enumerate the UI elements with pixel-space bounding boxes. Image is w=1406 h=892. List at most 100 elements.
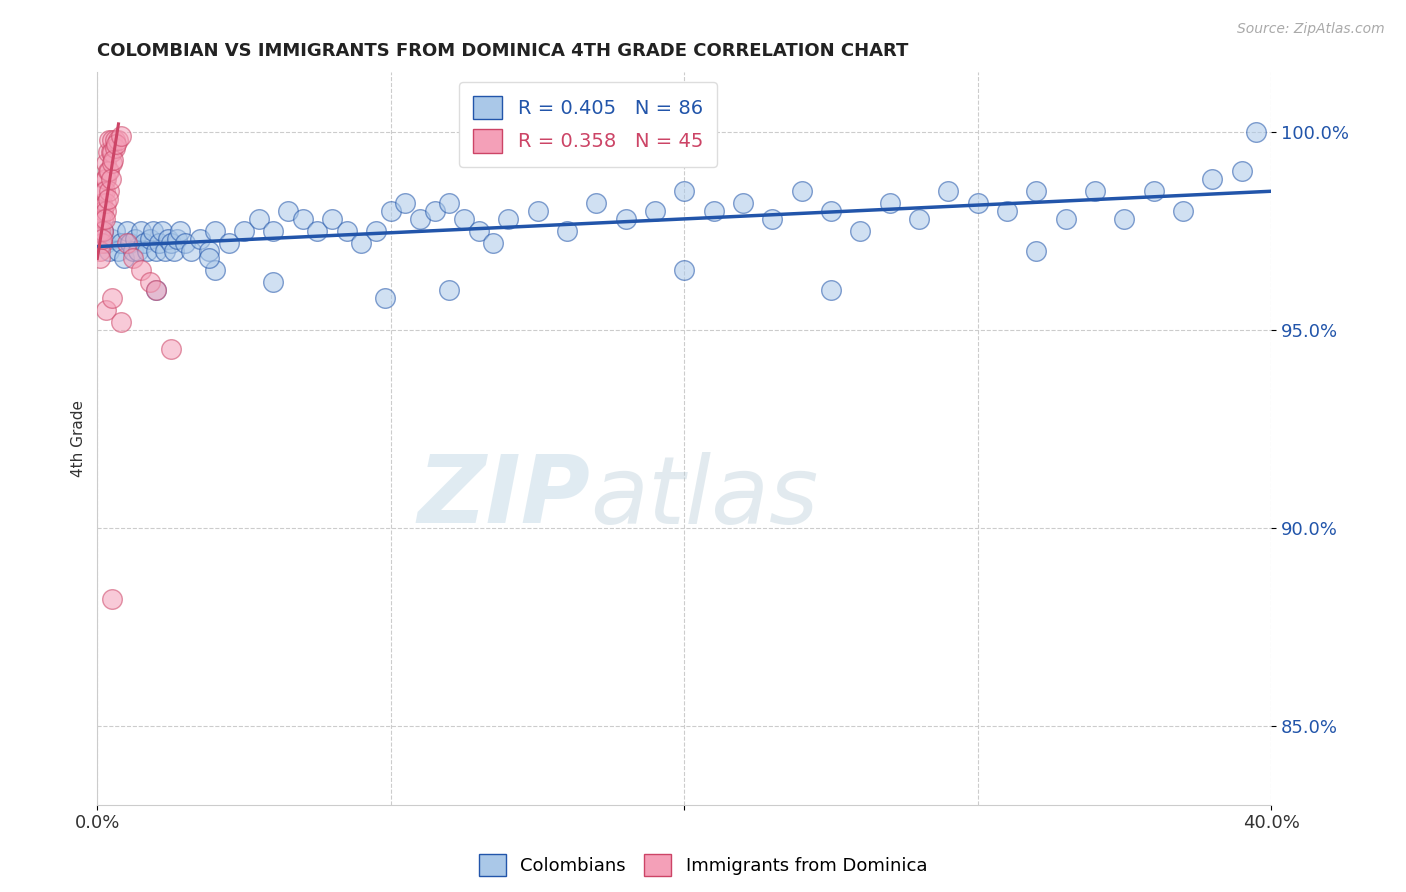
Point [110, 128, 132, 143]
Point [89, 244, 111, 258]
Point [124, 232, 146, 246]
Point [90, 196, 112, 211]
Point [96, 156, 118, 170]
Point [97, 145, 120, 159]
Point [93, 184, 115, 198]
Point [107, 244, 129, 258]
Point [91, 204, 114, 219]
Point [166, 232, 188, 246]
Point [90, 235, 112, 250]
Point [100, 145, 122, 159]
Point [468, 224, 491, 238]
Point [112, 252, 135, 266]
Point [614, 211, 637, 226]
Point [262, 224, 284, 238]
Point [1054, 211, 1077, 226]
Point [644, 204, 666, 219]
Point [423, 204, 446, 219]
Point [1143, 184, 1166, 198]
Text: atlas: atlas [591, 451, 818, 542]
Point [188, 232, 211, 246]
Point [101, 291, 124, 305]
Point [908, 211, 931, 226]
Point [91, 184, 114, 198]
Point [820, 283, 842, 297]
Point [96, 235, 118, 250]
Point [134, 235, 156, 250]
Point [159, 235, 181, 250]
Point [107, 133, 129, 147]
Point [247, 211, 270, 226]
Point [127, 244, 149, 258]
Point [90, 232, 112, 246]
Point [380, 204, 402, 219]
Point [1201, 172, 1223, 186]
Point [104, 224, 127, 238]
Point [350, 235, 373, 250]
Point [174, 235, 197, 250]
Point [89, 211, 111, 226]
Point [790, 184, 813, 198]
Point [103, 153, 125, 167]
Point [98, 184, 121, 198]
Point [98, 164, 121, 178]
Point [115, 235, 138, 250]
Point [169, 224, 191, 238]
Point [98, 133, 121, 147]
Point [93, 172, 115, 186]
Point [139, 275, 162, 289]
Point [150, 224, 173, 238]
Point [97, 192, 120, 206]
Point [233, 224, 256, 238]
Legend: Colombians, Immigrants from Dominica: Colombians, Immigrants from Dominica [471, 847, 935, 883]
Point [555, 224, 578, 238]
Point [394, 196, 416, 211]
Point [91, 224, 114, 238]
Point [336, 224, 359, 238]
Point [277, 204, 299, 219]
Point [101, 232, 124, 246]
Point [98, 244, 121, 258]
Point [218, 235, 240, 250]
Point [849, 224, 872, 238]
Point [97, 164, 120, 178]
Point [1114, 211, 1136, 226]
Legend: R = 0.405   N = 86, R = 0.358   N = 45: R = 0.405 N = 86, R = 0.358 N = 45 [460, 82, 717, 167]
Point [496, 211, 519, 226]
Point [148, 235, 170, 250]
Point [439, 283, 461, 297]
Point [1084, 184, 1107, 198]
Point [104, 141, 127, 155]
Point [145, 283, 167, 297]
Point [91, 224, 114, 238]
Point [101, 145, 124, 159]
Point [1171, 204, 1194, 219]
Point [731, 196, 754, 211]
Point [153, 244, 176, 258]
Text: COLOMBIAN VS IMMIGRANTS FROM DOMINICA 4TH GRADE CORRELATION CHART: COLOMBIAN VS IMMIGRANTS FROM DOMINICA 4T… [97, 42, 908, 60]
Point [110, 315, 132, 329]
Point [145, 244, 167, 258]
Point [159, 343, 181, 357]
Point [204, 224, 226, 238]
Point [673, 263, 696, 277]
Text: ZIP: ZIP [418, 451, 591, 543]
Point [1246, 125, 1268, 139]
Point [482, 235, 505, 250]
Point [321, 211, 343, 226]
Point [131, 224, 153, 238]
Point [105, 136, 128, 151]
Point [101, 133, 124, 147]
Point [1025, 184, 1047, 198]
Point [101, 591, 124, 606]
Point [204, 263, 226, 277]
Point [145, 283, 167, 297]
Point [673, 184, 696, 198]
Point [101, 156, 124, 170]
Point [163, 244, 186, 258]
Point [936, 184, 959, 198]
Point [1025, 244, 1047, 258]
Point [139, 232, 162, 246]
Point [820, 204, 842, 219]
Point [121, 244, 143, 258]
